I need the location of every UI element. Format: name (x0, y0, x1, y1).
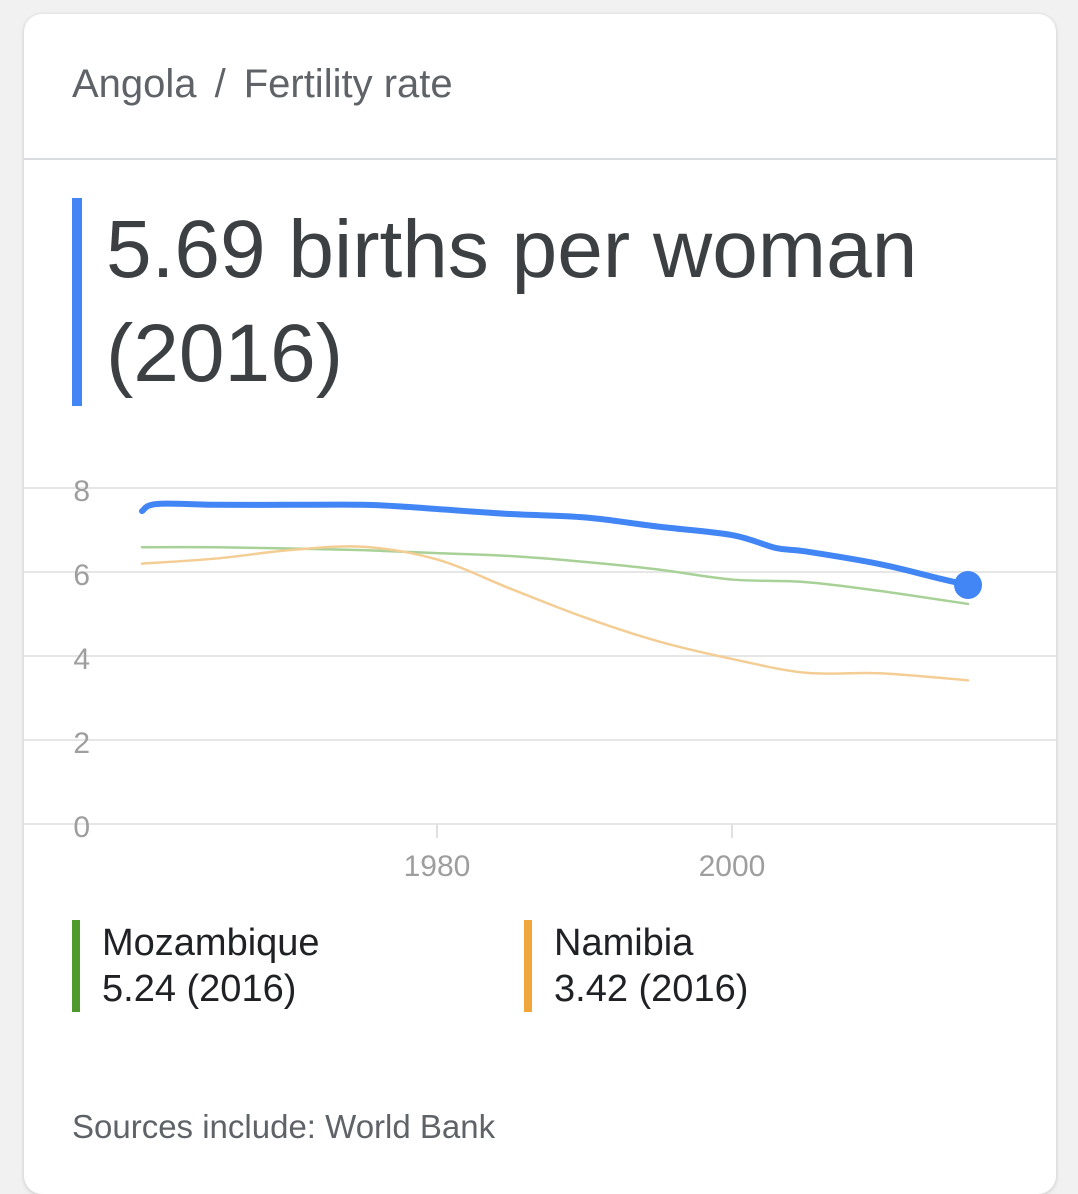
y-tick-label: 0 (73, 811, 90, 844)
legend-name: Mozambique (102, 922, 320, 964)
headline-value: 5.69 births per woman (2016) (72, 198, 1066, 406)
x-tick-label: 2000 (699, 850, 766, 883)
x-tick-label: 1980 (404, 850, 471, 883)
header-divider (24, 158, 1056, 160)
legend-value: 5.24 (2016) (102, 968, 297, 1010)
breadcrumb-metric: Fertility rate (243, 62, 453, 106)
chart-series (139, 500, 982, 682)
y-tick-label: 6 (73, 559, 90, 592)
series-line-angola (139, 500, 971, 589)
fertility-line-chart[interactable]: 0 2 4 6 8 1980 2000 (24, 454, 1056, 894)
y-tick-label: 4 (73, 643, 90, 676)
chart-tick-labels: 0 2 4 6 8 1980 2000 (73, 475, 765, 883)
legend-item-mozambique[interactable]: Mozambique 5.24 (2016) (72, 920, 320, 1012)
legend-item-namibia[interactable]: Namibia 3.42 (2016) (524, 920, 748, 1012)
headline-line-2: (2016) (106, 308, 344, 399)
breadcrumb-place[interactable]: Angola (72, 62, 197, 106)
y-tick-label: 8 (73, 475, 90, 508)
legend-value: 3.42 (2016) (554, 968, 749, 1010)
breadcrumb-separator: / (214, 62, 226, 106)
breadcrumb: Angola / Fertility rate (72, 62, 453, 107)
series-line-namibia (140, 545, 970, 682)
y-tick-label: 2 (73, 727, 90, 760)
fertility-rate-card: Angola / Fertility rate 5.69 births per wo… (24, 14, 1056, 1194)
headline-line-1: 5.69 births per woman (106, 204, 918, 295)
chart-gridlines (24, 487, 1056, 838)
sources-note[interactable]: Sources include: World Bank (72, 1108, 496, 1145)
series-line-mozambique (140, 545, 970, 606)
latest-point-marker[interactable] (954, 571, 982, 600)
legend-name: Namibia (554, 922, 694, 964)
